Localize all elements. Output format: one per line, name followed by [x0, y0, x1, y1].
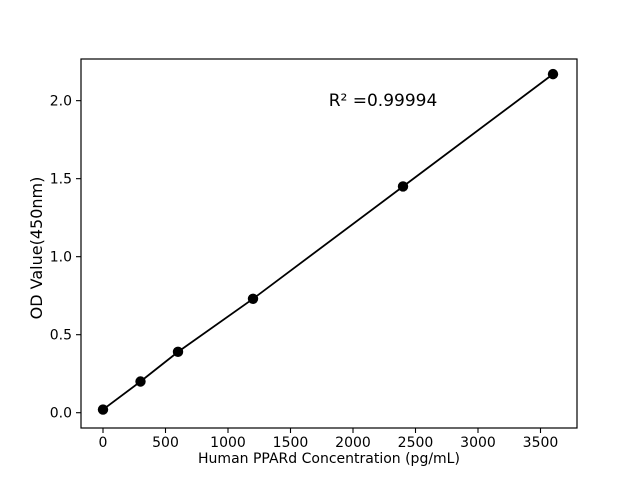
- y-tick-label: 1.5: [50, 172, 72, 188]
- x-tick-label: 3500: [523, 435, 559, 451]
- x-tick-label: 0: [99, 435, 108, 451]
- x-tick-label: 2500: [398, 435, 434, 451]
- axes-spines: [80, 58, 578, 429]
- data-point-marker: [172, 346, 184, 358]
- data-point-marker: [247, 293, 259, 305]
- data-point-marker: [135, 376, 146, 387]
- y-tick-label: 0.0: [50, 406, 72, 422]
- y-tick-label: 1.0: [50, 250, 72, 266]
- standard-curve-line: [102, 73, 554, 411]
- data-point-marker: [397, 181, 409, 192]
- data-series-layer: [97, 68, 559, 415]
- y-tick-label: 2.0: [50, 94, 72, 110]
- x-tick-label: 3000: [460, 435, 496, 451]
- x-tick-label: 1000: [210, 435, 246, 451]
- axes-layer: 0 500 1000 1500 2000 2500 3000 3500 0.0 0.5 1.0 1.5…: [50, 58, 578, 451]
- y-axis-label: OD Value(450nm): [27, 177, 46, 320]
- x-tick-label: 1500: [273, 435, 309, 451]
- x-tick-label: 500: [152, 435, 179, 451]
- data-point-marker: [97, 404, 109, 415]
- data-point-marker: [547, 68, 559, 80]
- y-tick-label: 0.5: [50, 328, 72, 344]
- x-tick-label: 2000: [335, 435, 371, 451]
- r-squared-annotation: R² =0.99994: [329, 91, 438, 111]
- x-axis-label: Human PPARd Concentration (pg/mL): [198, 451, 460, 467]
